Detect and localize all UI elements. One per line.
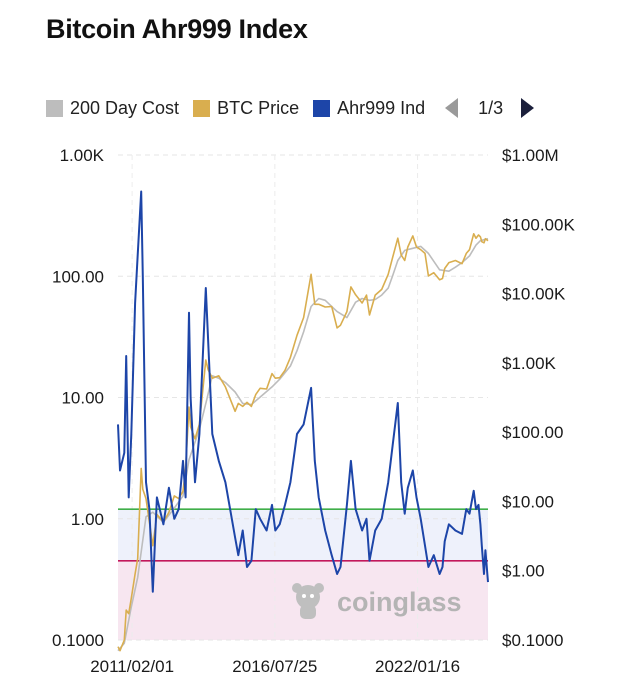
legend-label: 200 Day Cost	[70, 97, 180, 118]
legend-item-200-day-cost[interactable]: 200 Day Cost	[46, 98, 179, 119]
legend-label: Ahr999 Ind	[337, 97, 426, 118]
legend-swatch	[46, 99, 63, 117]
y-right-tick-label: $1.00	[502, 562, 545, 581]
x-tick-label: 2016/07/25	[232, 657, 317, 676]
y-left-tick-label: 1.00K	[60, 146, 105, 165]
legend-label: BTC Price	[217, 97, 300, 118]
series-line-200-day-cost	[117, 237, 489, 652]
y-left-tick-label: 10.00	[61, 389, 104, 408]
y-right-tick-label: $1.00M	[502, 146, 559, 165]
legend-item-btc-price[interactable]: BTC Price	[193, 98, 299, 119]
legend-page-indicator: 1/3	[478, 97, 504, 118]
y-left-tick-label: 1.00	[71, 510, 104, 529]
chart-zones	[118, 509, 488, 640]
legend-swatch	[193, 99, 211, 117]
y-right-tick-label: $10.00K	[502, 285, 566, 304]
watermark-text: coinglass	[337, 587, 462, 617]
chart-legend: 200 Day Cost BTC Price Ahr999 Ind 1/3	[46, 96, 535, 120]
chart-title: Bitcoin Ahr999 Index	[46, 14, 308, 44]
triangle-left-icon[interactable]	[445, 98, 459, 118]
triangle-right-icon[interactable]	[521, 98, 535, 118]
y-right-tick-label: $0.1000	[502, 631, 563, 650]
y-right-tick-label: $100.00	[502, 423, 563, 442]
series-lines	[117, 190, 489, 652]
legend-swatch	[313, 99, 331, 117]
series-line-btc-price	[117, 233, 489, 652]
y-right-tick-label: $100.00K	[502, 215, 575, 234]
y-left-tick-label: 100.00	[52, 267, 104, 286]
coinglass-mascot-icon	[292, 583, 324, 619]
series-line-ahr999-ind	[117, 190, 489, 593]
watermark: coinglass	[292, 583, 462, 619]
y-left-tick-label: 0.1000	[52, 631, 104, 650]
x-tick-label: 2022/01/16	[375, 657, 460, 676]
x-tick-label: 2011/02/01	[90, 657, 174, 676]
chart-axes: 1.00K 100.00 10.00 1.00 0.1000 $1.00M $100.00K…	[52, 146, 575, 676]
chart-grid	[118, 154, 488, 641]
y-right-tick-label: $10.00	[502, 492, 554, 511]
y-right-tick-label: $1.00K	[502, 354, 557, 373]
legend-item-ahr999-index[interactable]: Ahr999 Ind	[313, 98, 425, 119]
legend-pager: 1/3	[445, 97, 535, 119]
